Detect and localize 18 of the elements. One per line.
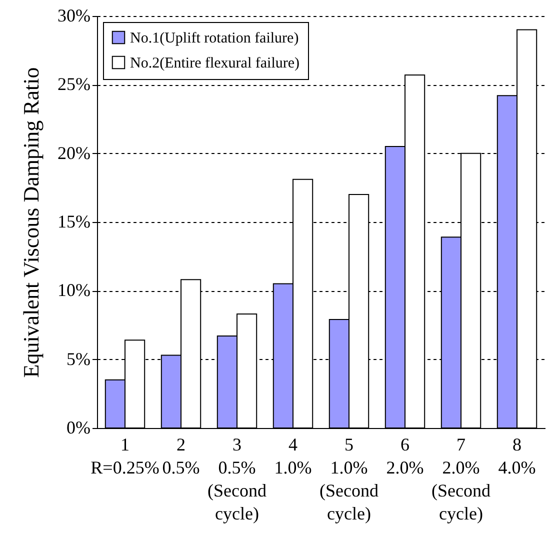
y-tick-label: 5% xyxy=(66,348,90,369)
y-axis-title: Equivalent Viscous Damping Ratio xyxy=(18,67,44,378)
x-tick-label: 3 0.5% (Second cycle) xyxy=(208,434,266,524)
legend-label: No.1(Uplift rotation failure) xyxy=(130,30,299,46)
x-tick-label: 4 1.0% xyxy=(274,434,312,478)
y-tick-label: 30% xyxy=(58,6,90,26)
y-tick-label: 15% xyxy=(58,212,90,232)
y-tick-label: 20% xyxy=(58,142,90,163)
legend-label: No.2(Entire flexural failure) xyxy=(130,56,300,72)
x-tick-label: 7 2.0% (Second cycle) xyxy=(432,434,490,524)
x-tick-label: 6 2.0% xyxy=(386,434,424,478)
y-tick-label: 0% xyxy=(66,418,90,438)
y-tick-label: 25% xyxy=(58,74,90,94)
x-tick-label: 1 R=0.25% xyxy=(90,434,160,478)
y-tick-label: 10% xyxy=(58,280,90,300)
x-tick-label: 8 4.0% xyxy=(498,434,536,478)
x-tick-label: 2 0.5% xyxy=(162,434,200,478)
x-tick-label: 5 1.0% (Second cycle) xyxy=(320,434,378,524)
